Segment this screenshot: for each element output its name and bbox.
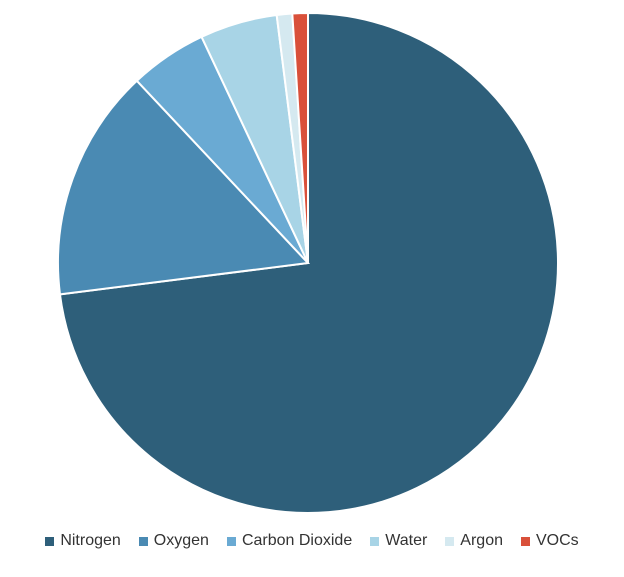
legend-swatch bbox=[226, 536, 236, 546]
legend-swatch bbox=[45, 536, 55, 546]
pie-slice bbox=[291, 11, 309, 264]
legend-swatch bbox=[370, 536, 380, 546]
legend-item: Oxygen bbox=[138, 532, 209, 550]
legend-label: Argon bbox=[460, 532, 503, 549]
legend-label: Oxygen bbox=[153, 532, 209, 549]
legend-item: Carbon Dioxide bbox=[226, 532, 353, 550]
legend-label: VOCs bbox=[536, 532, 579, 549]
legend-swatch bbox=[445, 536, 455, 546]
chart bbox=[57, 11, 559, 514]
legend-label: Carbon Dioxide bbox=[241, 532, 353, 549]
legend-swatch bbox=[521, 536, 530, 546]
pie-slice bbox=[57, 79, 311, 296]
legend: Nitrogen Oxygen Carbon Dioxide Water Argon VO… bbox=[0, 532, 624, 550]
legend-item: VOCs bbox=[521, 532, 579, 550]
legend-swatch bbox=[138, 536, 148, 546]
legend-item: Nitrogen bbox=[45, 532, 121, 550]
legend-item: Argon bbox=[445, 532, 503, 550]
legend-item: Water bbox=[370, 532, 427, 550]
legend-label: Nitrogen bbox=[60, 532, 121, 549]
legend-label: Water bbox=[385, 532, 428, 549]
